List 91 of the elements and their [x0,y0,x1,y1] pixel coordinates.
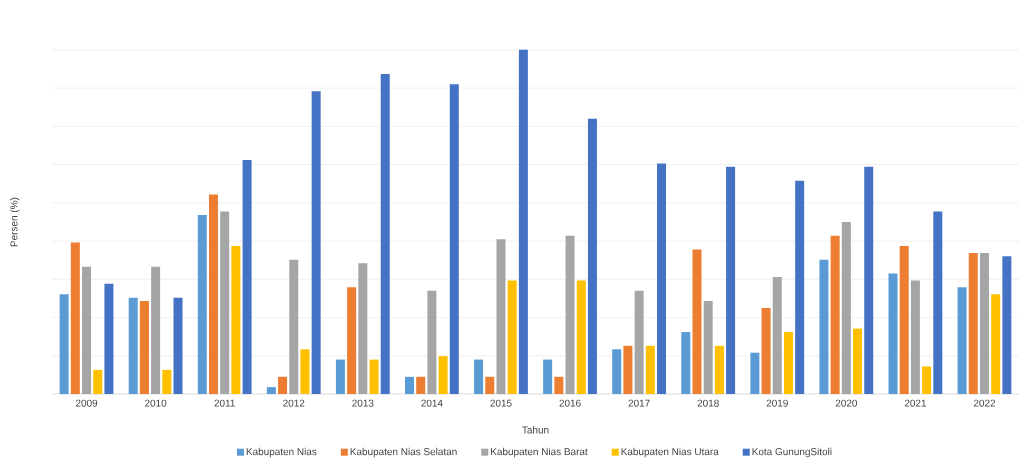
bar [703,301,713,394]
bar [507,280,517,394]
bar [772,276,782,394]
x-tick-label: 2017 [628,399,650,407]
bar [576,280,586,394]
bar [565,235,575,394]
bar [819,259,829,394]
bar [496,239,506,394]
bar [888,273,898,394]
bar [543,359,553,394]
bar [266,387,276,394]
x-tick-label: 2016 [559,399,581,407]
bar [485,376,495,394]
bar [899,246,909,394]
bar [416,376,426,394]
bar [335,359,345,394]
x-axis-title: Tahun [522,426,549,434]
bar [518,49,528,394]
bar [657,163,667,394]
bar [59,294,69,394]
bar [714,345,724,394]
bar [968,252,978,394]
bar [162,369,172,394]
bar [278,376,288,394]
x-tick-label: 2020 [835,399,858,407]
bar [427,290,437,394]
bar [474,359,484,394]
y-axis-title: Persen (%) [10,197,20,247]
bar [438,356,448,394]
bar [681,332,691,394]
bar [587,118,597,394]
bar [151,266,161,394]
bar [692,249,702,394]
bar [795,180,805,394]
bar [242,159,252,394]
x-tick-label: 2014 [421,399,443,407]
bar [979,252,989,394]
x-tick-label: 2009 [75,399,98,407]
x-tick-label: 2019 [766,399,788,407]
x-tick-label: 2010 [145,399,167,407]
bar [405,376,414,394]
bar [910,280,920,394]
bar [645,345,655,394]
bar [380,73,390,394]
bar [300,349,310,394]
bar [922,366,932,394]
bar [347,287,357,394]
bar [991,294,1001,394]
bar [612,349,622,394]
bar [864,166,874,394]
bar [726,166,736,394]
bar [853,328,863,394]
bar [358,263,368,394]
x-tick-label: 2018 [697,399,719,407]
bar [128,297,138,394]
bar [750,352,760,394]
bar [289,259,299,394]
bar [623,345,633,394]
legend-label: Kabupaten Nias Selatan [350,447,457,458]
bar [93,369,103,394]
bar [220,211,230,394]
bar [957,287,967,394]
bar [231,246,241,394]
bar [82,266,92,394]
bar [1002,256,1012,394]
legend-label: Kabupaten Nias Utara [621,447,719,458]
bar [70,242,80,394]
bar [634,290,644,394]
bar [173,297,183,394]
x-tick-label: 2021 [904,399,926,407]
bar [554,376,564,394]
bar [208,194,218,394]
legend-label: Kota GunungSitoli [752,447,832,458]
bar [104,283,114,394]
x-tick-label: 2012 [283,399,305,407]
bar [933,211,943,394]
bar [449,84,459,394]
bar [197,215,207,394]
x-tick-label: 2015 [490,399,512,407]
legend-label: Kabupaten Nias Barat [491,447,588,458]
bar [830,235,840,394]
bar [841,221,851,394]
x-tick-label: 2013 [352,399,374,407]
x-tick-label: 2011 [214,399,235,407]
bar [139,301,149,394]
bar [761,307,771,394]
legend-label: Kabupaten Nias [246,447,317,458]
bar [311,91,321,394]
bar [369,359,379,394]
x-tick-label: 2022 [973,399,996,407]
bar [783,332,793,394]
